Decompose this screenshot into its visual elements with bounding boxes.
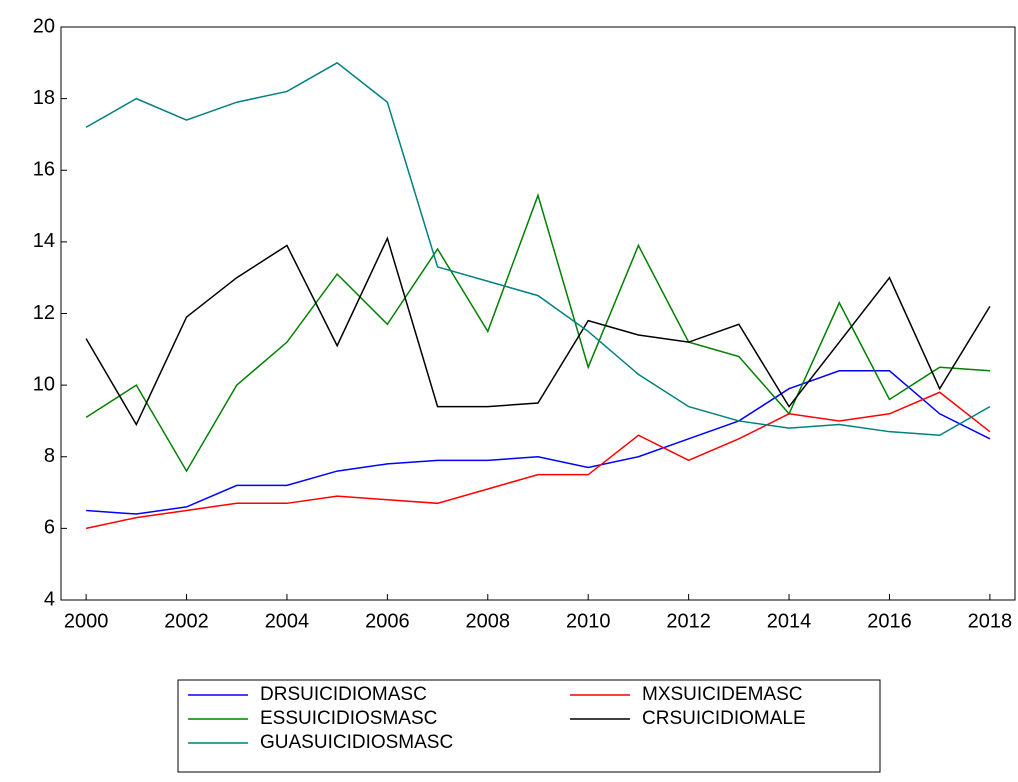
legend-label: ESSUICIDIOSMASC [260,708,437,729]
legend-label: GUASUICIDIOSMASC [260,732,453,753]
x-tick-label: 2016 [867,610,912,632]
y-tick-label: 12 [33,302,55,324]
series-line [85,192,990,473]
x-tick-label: 2004 [265,610,310,632]
y-tick-label: 18 [33,87,55,109]
y-tick-label: 6 [44,517,55,539]
legend-label: CRSUICIDIOMALE [642,708,806,729]
series-line [85,236,991,427]
x-tick-label: 2010 [566,610,611,632]
x-tick-label: 2006 [365,610,410,632]
x-tick-label: 2000 [64,610,109,632]
x-tick-label: 2002 [164,610,209,632]
legend-label: MXSUICIDEMASC [642,684,802,705]
y-tick-label: 20 [33,15,55,37]
series-line [85,61,991,437]
y-tick-label: 8 [44,445,55,467]
x-tick-label: 2012 [666,610,711,632]
y-tick-label: 16 [33,159,55,181]
legend-label: DRSUICIDIOMASC [260,684,427,705]
y-tick-label: 4 [44,588,55,610]
series-line [86,370,991,515]
legend-frame [177,679,881,773]
y-tick-label: 10 [33,373,55,395]
x-tick-label: 2014 [767,610,812,632]
x-tick-label: 2018 [968,610,1013,632]
x-tick-label: 2008 [466,610,511,632]
plot-frame [60,26,1016,601]
series-line [85,391,991,530]
y-tick-label: 14 [33,230,55,252]
